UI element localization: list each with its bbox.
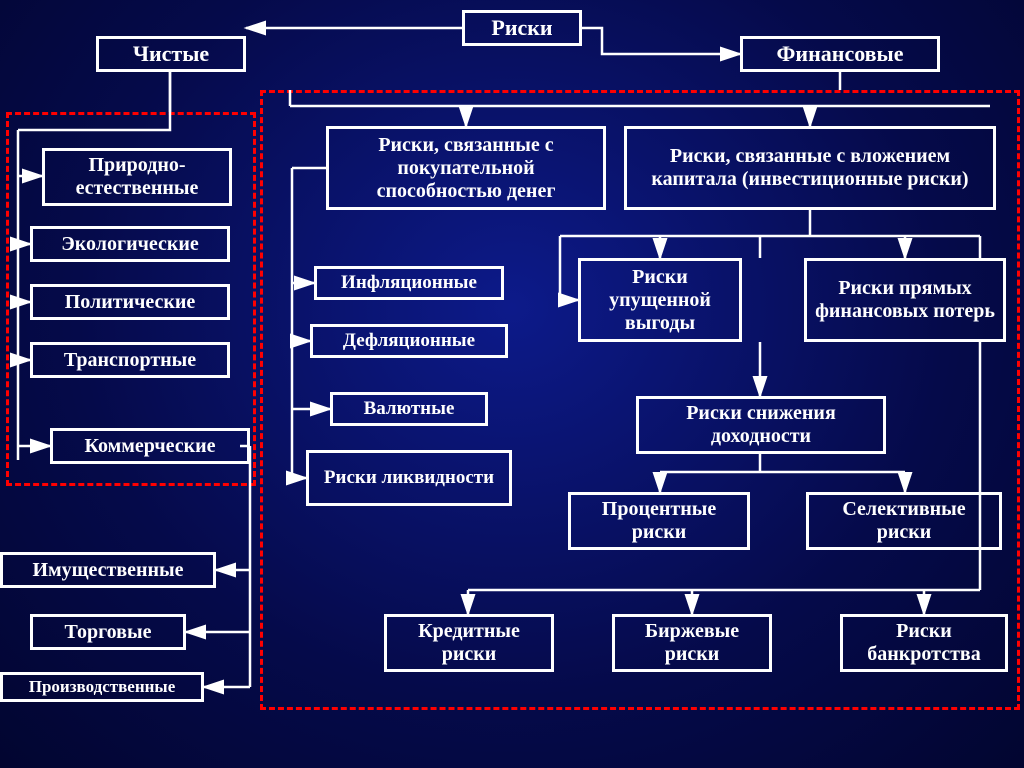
node-commercial: Коммерческие [50, 428, 250, 464]
node-label: Валютные [364, 398, 455, 420]
node-interest: Процентные риски [568, 492, 750, 550]
node-label: Селективные риски [817, 498, 991, 544]
node-pure: Чистые [96, 36, 246, 72]
node-natural: Природно-естественные [42, 148, 232, 206]
node-label: Имущественные [32, 559, 183, 582]
node-root: Риски [462, 10, 582, 46]
node-label: Риски [491, 15, 552, 40]
node-yielddrop: Риски снижения доходности [636, 396, 886, 454]
node-investment: Риски, связанные с вложением капитала (и… [624, 126, 996, 210]
node-label: Риски, связанные с покупательной способн… [337, 134, 595, 203]
node-deflation: Дефляционные [310, 324, 508, 358]
node-label: Торговые [65, 621, 152, 644]
node-label: Риски прямых финансовых потерь [815, 277, 995, 323]
node-label: Чистые [133, 41, 209, 66]
node-bankruptcy: Риски банкротства [840, 614, 1008, 672]
node-label: Процентные риски [579, 498, 739, 544]
node-selective: Селективные риски [806, 492, 1002, 550]
node-inflation: Инфляционные [314, 266, 504, 300]
node-production: Производственные [0, 672, 204, 702]
node-ecological: Экологические [30, 226, 230, 262]
node-label: Дефляционные [343, 330, 475, 352]
node-label: Природно-естественные [53, 154, 221, 200]
node-property: Имущественные [0, 552, 216, 588]
node-label: Транспортные [64, 349, 196, 372]
node-label: Риски упущенной выгоды [589, 266, 731, 335]
node-transport: Транспортные [30, 342, 230, 378]
node-label: Биржевые риски [623, 620, 761, 666]
node-label: Риски, связанные с вложением капитала (и… [635, 145, 985, 191]
node-label: Экологические [61, 233, 199, 256]
node-purchasing: Риски, связанные с покупательной способн… [326, 126, 606, 210]
node-financial: Финансовые [740, 36, 940, 72]
node-label: Инфляционные [341, 272, 477, 294]
node-directloss: Риски прямых финансовых потерь [804, 258, 1006, 342]
node-lostprofit: Риски упущенной выгоды [578, 258, 742, 342]
node-exchange: Биржевые риски [612, 614, 772, 672]
node-currency: Валютные [330, 392, 488, 426]
node-label: Производственные [29, 677, 176, 697]
node-trade: Торговые [30, 614, 186, 650]
node-label: Риски банкротства [851, 620, 997, 666]
node-label: Кредитные риски [395, 620, 543, 666]
node-label: Финансовые [777, 41, 904, 66]
node-credit: Кредитные риски [384, 614, 554, 672]
node-label: Риски ликвидности [324, 467, 494, 489]
node-label: Коммерческие [84, 435, 215, 458]
node-political: Политические [30, 284, 230, 320]
node-liquidity: Риски ликвидности [306, 450, 512, 506]
node-label: Риски снижения доходности [647, 402, 875, 448]
node-label: Политические [65, 291, 196, 314]
